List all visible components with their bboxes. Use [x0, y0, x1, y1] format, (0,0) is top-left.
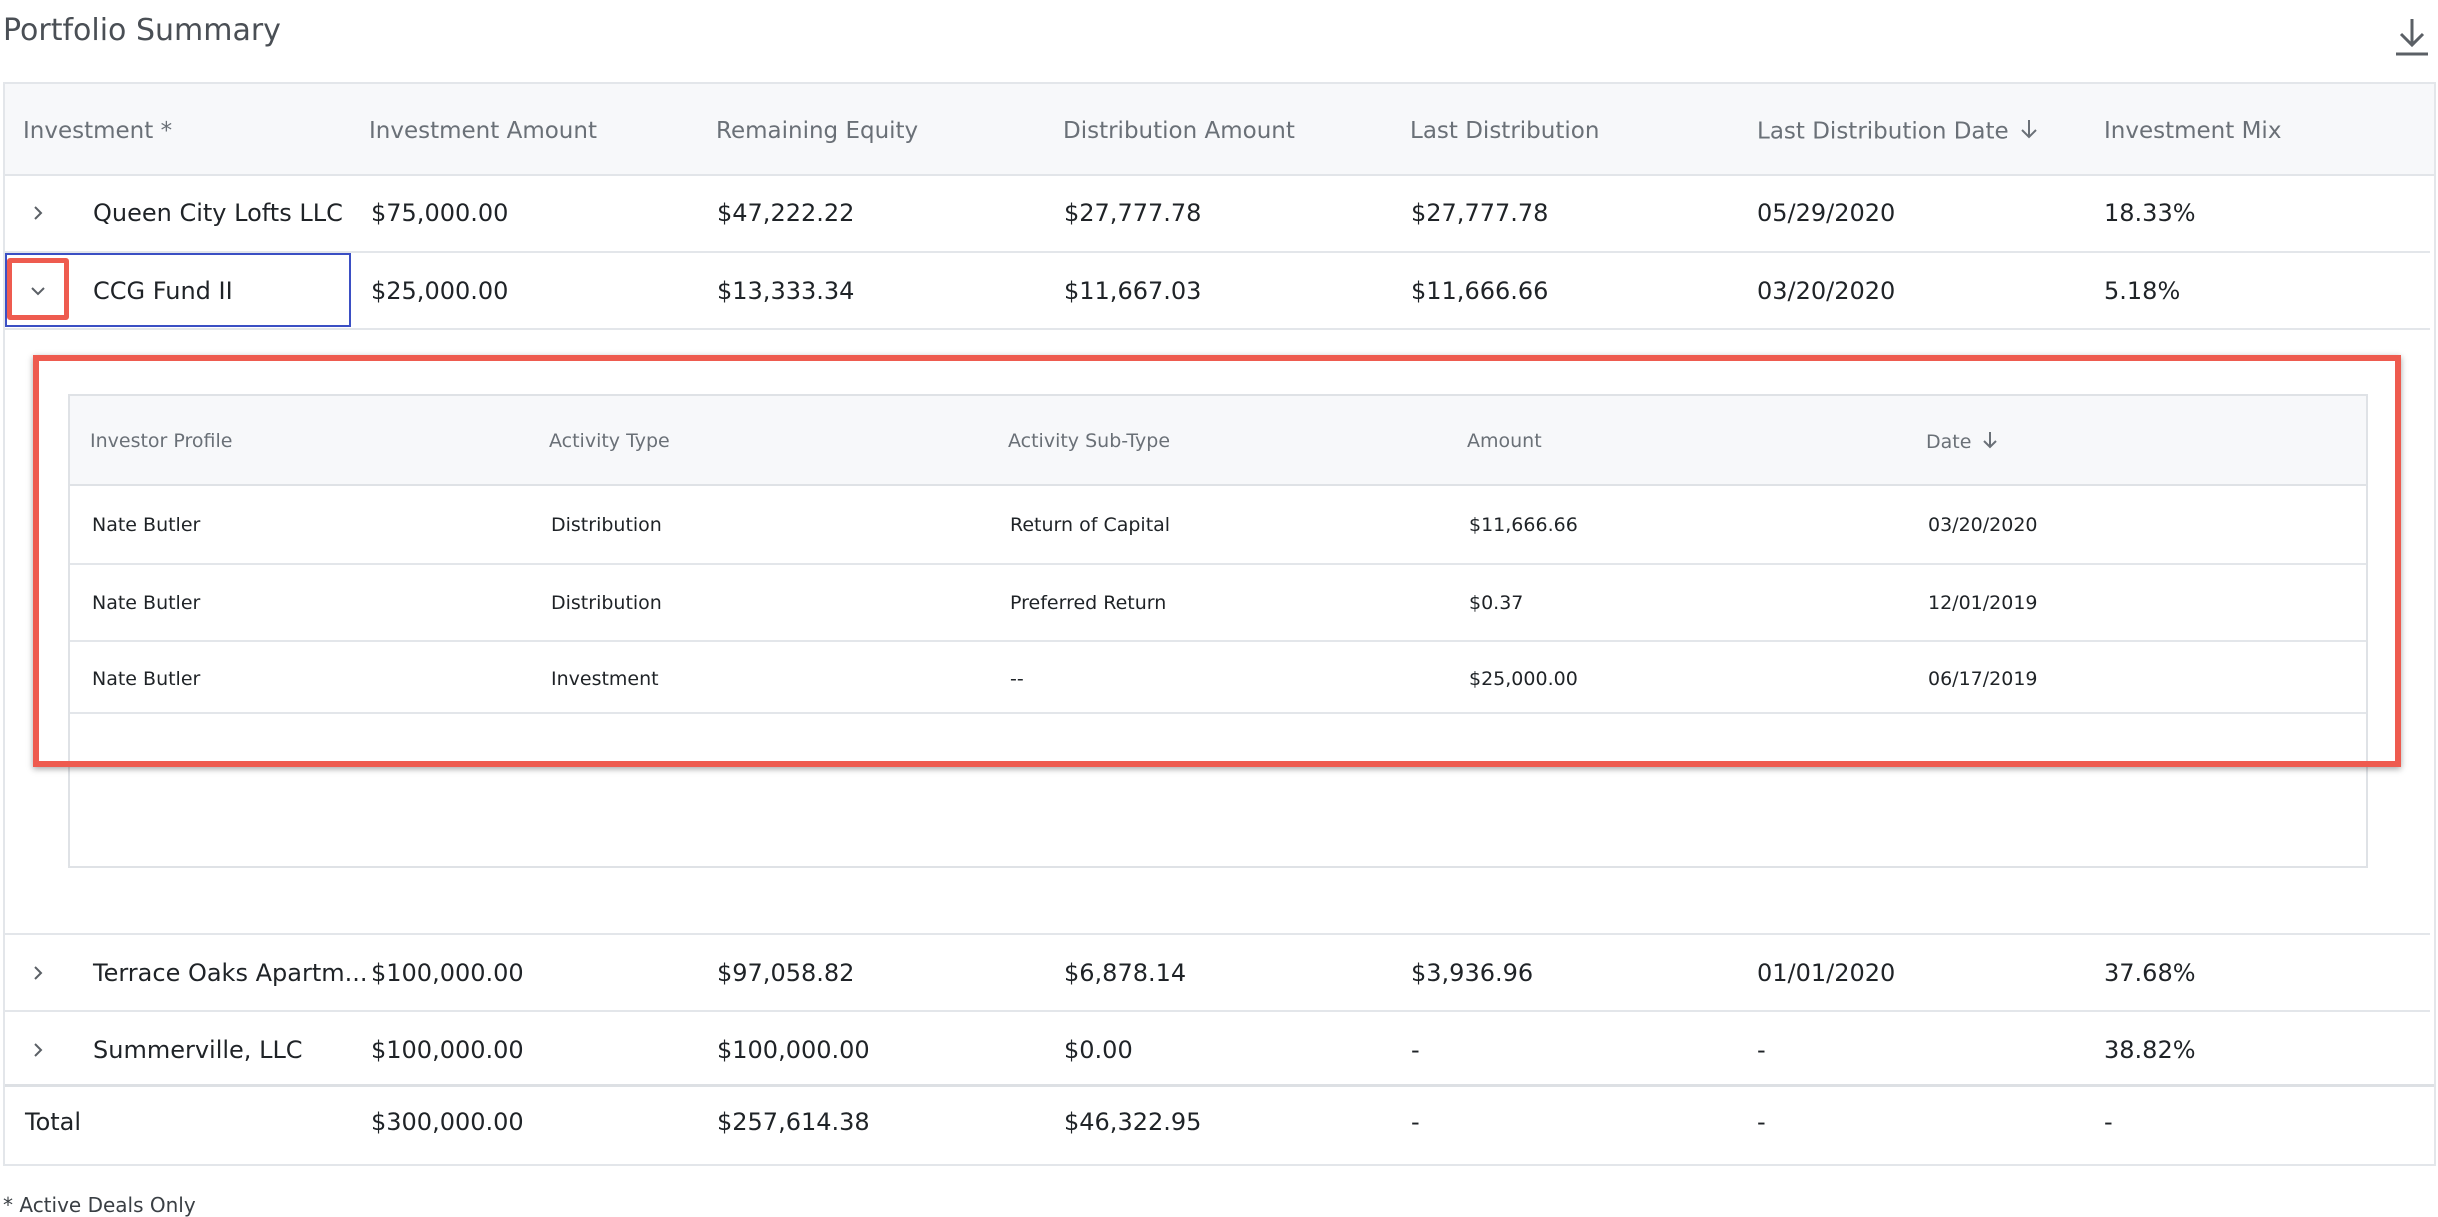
- investment-amount: $100,000.00: [371, 959, 524, 987]
- expand-row-button[interactable]: [25, 1037, 51, 1063]
- expand-row-button[interactable]: [25, 200, 51, 226]
- selected-cell-focus: [5, 253, 351, 327]
- total-label: Total: [25, 1108, 82, 1136]
- remaining-equity: $97,058.82: [717, 959, 855, 987]
- page-title: Portfolio Summary: [3, 13, 281, 48]
- detail-activity-sub-type: --: [1010, 668, 1024, 690]
- table-header: Investment * Investment Amount Remaining…: [5, 84, 2434, 176]
- last-distribution-date: 03/20/2020: [1757, 277, 1896, 305]
- table-row[interactable]: Queen City Lofts LLC $75,000.00 $47,222.…: [5, 176, 2430, 250]
- detail-investor-profile: Nate Butler: [92, 514, 201, 536]
- total-row: Total $300,000.00 $257,614.38 $46,322.95…: [5, 1088, 2430, 1162]
- detail-header-investor-profile[interactable]: Investor Profile: [90, 430, 233, 452]
- detail-activity-sub-type: Return of Capital: [1010, 514, 1171, 536]
- chevron-down-icon: [31, 287, 45, 296]
- remaining-equity: $47,222.22: [717, 199, 855, 227]
- row-divider: [5, 1010, 2430, 1012]
- row-divider: [5, 328, 2430, 330]
- column-header-investment-amount[interactable]: Investment Amount: [369, 118, 597, 144]
- investment-mix: 38.82%: [2104, 1036, 2196, 1064]
- detail-activity-type: Distribution: [551, 514, 662, 536]
- last-distribution-date: -: [1757, 1036, 1766, 1064]
- column-header-investment-mix[interactable]: Investment Mix: [2104, 118, 2282, 144]
- detail-row-divider: [70, 640, 2366, 642]
- detail-header-date[interactable]: Date: [1926, 430, 1999, 455]
- total-remaining-equity: $257,614.38: [717, 1108, 870, 1136]
- investment-name: Summerville, LLC: [93, 1036, 303, 1064]
- table-row[interactable]: Terrace Oaks Apartm... $100,000.00 $97,0…: [5, 936, 2430, 1010]
- column-header-remaining-equity[interactable]: Remaining Equity: [716, 118, 919, 144]
- sort-descending-icon: [1981, 430, 1999, 455]
- investment-name: Terrace Oaks Apartm...: [93, 959, 368, 987]
- distribution-amount: $0.00: [1064, 1036, 1133, 1064]
- portfolio-table: [3, 82, 2436, 1166]
- column-header-investment[interactable]: Investment *: [23, 118, 173, 144]
- annotation-highlight-detail: [33, 355, 2401, 767]
- detail-amount: $11,666.66: [1469, 514, 1578, 536]
- detail-table-header: Investor Profile Activity Type Activity …: [70, 396, 2366, 486]
- investment-mix: 5.18%: [2104, 277, 2181, 305]
- last-distribution: $27,777.78: [1411, 199, 1549, 227]
- table-row-expanded[interactable]: CCG Fund II $25,000.00 $13,333.34 $11,66…: [5, 254, 2430, 328]
- chevron-right-icon: [34, 206, 43, 220]
- footnote: * Active Deals Only: [3, 1193, 196, 1217]
- annotation-highlight-chevron: [7, 258, 69, 320]
- total-investment-mix: -: [2104, 1108, 2113, 1136]
- investment-name: CCG Fund II: [93, 277, 233, 305]
- remaining-equity: $100,000.00: [717, 1036, 870, 1064]
- last-distribution-date: 01/01/2020: [1757, 959, 1896, 987]
- detail-date: 03/20/2020: [1928, 514, 2038, 536]
- column-header-last-distribution[interactable]: Last Distribution: [1410, 118, 1600, 144]
- last-distribution: $3,936.96: [1411, 959, 1534, 987]
- investment-name: Queen City Lofts LLC: [93, 199, 343, 227]
- investment-mix: 18.33%: [2104, 199, 2196, 227]
- detail-header-label: Date: [1926, 431, 1972, 453]
- detail-activity-type: Investment: [551, 668, 659, 690]
- detail-activity-sub-type: Preferred Return: [1010, 592, 1167, 614]
- distribution-amount: $11,667.03: [1064, 277, 1202, 305]
- chevron-right-icon: [34, 1043, 43, 1057]
- distribution-amount: $27,777.78: [1064, 199, 1202, 227]
- detail-activity-type: Distribution: [551, 592, 662, 614]
- column-header-label: Last Distribution Date: [1757, 118, 2009, 145]
- table-row[interactable]: Summerville, LLC $100,000.00 $100,000.00…: [5, 1013, 2430, 1087]
- detail-header-activity-sub-type[interactable]: Activity Sub-Type: [1008, 430, 1171, 452]
- remaining-equity: $13,333.34: [717, 277, 855, 305]
- detail-amount: $25,000.00: [1469, 668, 1578, 690]
- detail-investor-profile: Nate Butler: [92, 592, 201, 614]
- last-distribution: -: [1411, 1036, 1420, 1064]
- detail-header-activity-type[interactable]: Activity Type: [549, 430, 670, 452]
- collapse-row-button[interactable]: [25, 278, 51, 304]
- investment-amount: $100,000.00: [371, 1036, 524, 1064]
- detail-header-amount[interactable]: Amount: [1467, 430, 1542, 452]
- investment-mix: 37.68%: [2104, 959, 2196, 987]
- detail-amount: $0.37: [1469, 592, 1524, 614]
- detail-date: 06/17/2019: [1928, 668, 2038, 690]
- distribution-amount: $6,878.14: [1064, 959, 1187, 987]
- investment-amount: $75,000.00: [371, 199, 509, 227]
- last-distribution: $11,666.66: [1411, 277, 1549, 305]
- total-divider: [5, 1084, 2434, 1087]
- detail-investor-profile: Nate Butler: [92, 668, 201, 690]
- total-last-distribution: -: [1411, 1108, 1420, 1136]
- expand-row-button[interactable]: [25, 960, 51, 986]
- download-button[interactable]: [2392, 16, 2432, 58]
- sort-descending-icon: [2019, 118, 2039, 146]
- row-divider: [5, 251, 2430, 253]
- detail-row-divider: [70, 712, 2366, 714]
- column-header-distribution-amount[interactable]: Distribution Amount: [1063, 118, 1295, 144]
- row-divider: [5, 933, 2430, 935]
- total-investment-amount: $300,000.00: [371, 1108, 524, 1136]
- chevron-right-icon: [34, 966, 43, 980]
- download-icon: [2396, 19, 2428, 56]
- total-last-distribution-date: -: [1757, 1108, 1766, 1136]
- investment-amount: $25,000.00: [371, 277, 509, 305]
- column-header-last-distribution-date[interactable]: Last Distribution Date: [1757, 118, 2039, 146]
- detail-row-divider: [70, 563, 2366, 565]
- detail-date: 12/01/2019: [1928, 592, 2038, 614]
- total-distribution-amount: $46,322.95: [1064, 1108, 1202, 1136]
- last-distribution-date: 05/29/2020: [1757, 199, 1896, 227]
